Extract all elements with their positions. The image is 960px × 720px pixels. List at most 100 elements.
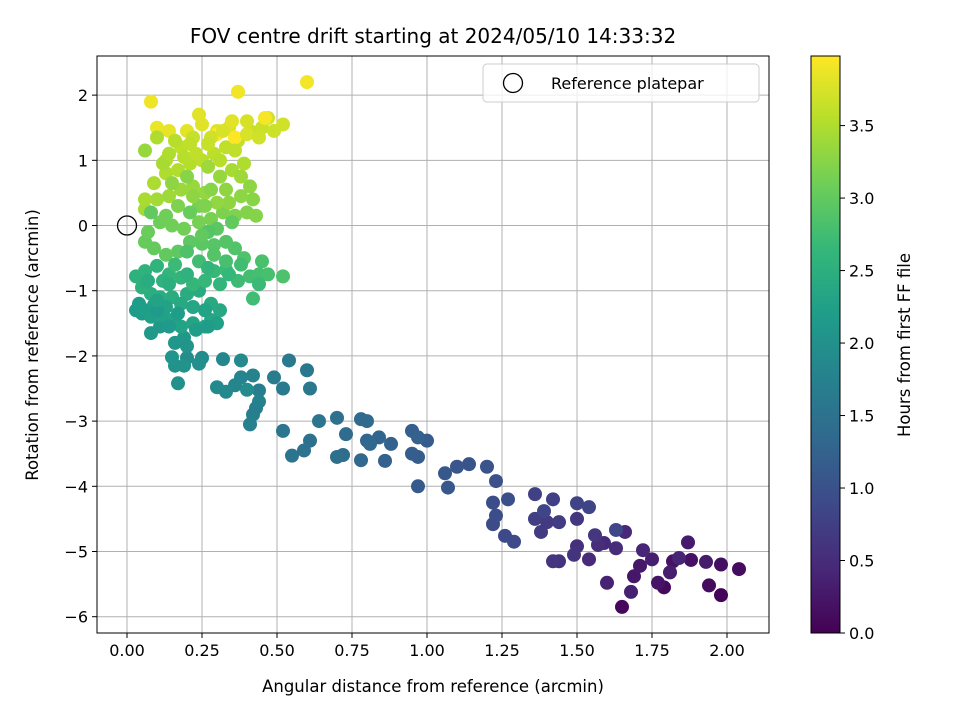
data-point bbox=[222, 195, 236, 210]
data-point bbox=[462, 457, 476, 472]
data-point bbox=[159, 247, 173, 262]
data-point bbox=[300, 363, 314, 378]
data-point bbox=[267, 370, 281, 385]
data-point bbox=[150, 258, 164, 273]
data-point bbox=[150, 130, 164, 145]
data-point bbox=[240, 114, 254, 129]
data-point bbox=[486, 495, 500, 510]
data-point bbox=[411, 430, 425, 445]
data-point bbox=[537, 504, 551, 519]
data-point bbox=[225, 215, 239, 230]
data-point bbox=[489, 508, 503, 523]
data-point bbox=[243, 417, 257, 432]
colorbar-gradient bbox=[810, 55, 841, 634]
data-point bbox=[330, 449, 344, 464]
data-point bbox=[255, 254, 269, 269]
data-point bbox=[441, 480, 455, 495]
data-point bbox=[546, 492, 560, 507]
data-point bbox=[360, 414, 374, 429]
data-point bbox=[216, 352, 230, 367]
data-point bbox=[276, 117, 290, 132]
data-point bbox=[183, 205, 197, 220]
data-point bbox=[159, 208, 173, 223]
data-point bbox=[213, 153, 227, 168]
data-point bbox=[144, 205, 158, 220]
x-tick-label: 1.00 bbox=[409, 641, 445, 660]
data-point bbox=[195, 228, 209, 243]
data-point bbox=[204, 182, 218, 197]
data-point bbox=[243, 179, 257, 194]
data-point bbox=[162, 146, 176, 161]
data-point bbox=[177, 221, 191, 236]
data-point bbox=[213, 277, 227, 292]
y-tick-label: −6 bbox=[64, 608, 88, 627]
data-point bbox=[180, 339, 194, 354]
data-point bbox=[213, 169, 227, 184]
colorbar: 0.0 0.5 1.0 1.5 2.0 2.5 3.0 3.5 Hours from firs… bbox=[810, 55, 914, 643]
data-point bbox=[150, 120, 164, 135]
data-point bbox=[201, 260, 215, 275]
data-point bbox=[570, 496, 584, 511]
data-point bbox=[450, 459, 464, 474]
data-point bbox=[201, 319, 215, 334]
colorbar-tick-label: 2.0 bbox=[849, 334, 874, 353]
data-point bbox=[138, 143, 152, 158]
data-point bbox=[480, 459, 494, 474]
x-tick-label: 1.75 bbox=[634, 641, 670, 660]
data-point bbox=[165, 176, 179, 191]
data-point bbox=[198, 273, 212, 288]
x-tick-label: 0.75 bbox=[334, 641, 370, 660]
x-tick-label: 0.25 bbox=[184, 641, 220, 660]
data-point bbox=[219, 234, 233, 249]
data-point bbox=[276, 269, 290, 284]
data-point bbox=[405, 446, 419, 461]
x-tick-label: 0.50 bbox=[259, 641, 295, 660]
data-point bbox=[246, 291, 260, 306]
legend-reference-marker bbox=[502, 72, 524, 94]
colorbar-tick-label: 2.5 bbox=[849, 262, 874, 281]
data-point bbox=[672, 551, 686, 566]
colorbar-tick-label: 1.5 bbox=[849, 407, 874, 426]
data-point bbox=[534, 524, 548, 539]
y-tick-label: −2 bbox=[64, 347, 88, 366]
data-point bbox=[282, 353, 296, 368]
data-point bbox=[312, 414, 326, 429]
data-point bbox=[699, 554, 713, 569]
data-point bbox=[162, 189, 176, 204]
data-point bbox=[198, 198, 212, 213]
data-point bbox=[150, 303, 164, 318]
data-point bbox=[177, 358, 191, 373]
data-point bbox=[150, 192, 164, 207]
reference-marker-layer bbox=[116, 215, 138, 236]
data-point bbox=[219, 182, 233, 197]
data-point bbox=[249, 208, 263, 223]
data-point bbox=[681, 535, 695, 550]
colorbar-tick-label: 1.0 bbox=[849, 479, 874, 498]
data-point bbox=[162, 277, 176, 292]
data-point bbox=[192, 107, 206, 122]
data-point bbox=[210, 380, 224, 395]
data-point bbox=[582, 552, 596, 567]
y-tick-label: −1 bbox=[64, 282, 88, 301]
y-tick-label: −4 bbox=[64, 477, 88, 496]
data-point bbox=[489, 474, 503, 489]
data-point bbox=[246, 192, 260, 207]
data-point bbox=[228, 143, 242, 158]
data-point bbox=[645, 552, 659, 567]
data-point bbox=[201, 137, 215, 152]
y-tick-label: 0 bbox=[78, 217, 88, 236]
data-point bbox=[141, 273, 155, 288]
data-point bbox=[207, 238, 221, 253]
legend-entry-reference-platepar: Reference platepar bbox=[551, 74, 704, 93]
data-point bbox=[177, 150, 191, 165]
data-point bbox=[150, 293, 164, 308]
y-tick-label: 2 bbox=[78, 86, 88, 105]
data-point bbox=[165, 350, 179, 365]
data-point bbox=[285, 448, 299, 463]
data-point bbox=[339, 427, 353, 442]
y-tick-label: −3 bbox=[64, 412, 88, 431]
data-point bbox=[180, 244, 194, 259]
data-point bbox=[138, 192, 152, 207]
data-point bbox=[258, 110, 272, 125]
